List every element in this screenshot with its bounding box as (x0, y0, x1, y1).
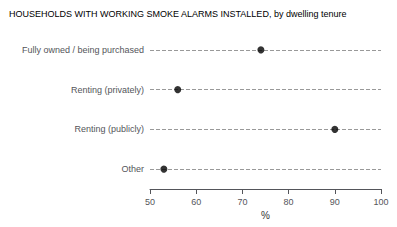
svg-text:Renting (publicly): Renting (publicly) (74, 124, 144, 134)
svg-text:50: 50 (145, 197, 155, 207)
svg-text:80: 80 (284, 197, 294, 207)
svg-text:%: % (261, 210, 270, 221)
svg-text:Renting (privately): Renting (privately) (71, 85, 144, 95)
svg-text:60: 60 (191, 197, 201, 207)
svg-text:70: 70 (237, 197, 247, 207)
svg-text:90: 90 (330, 197, 340, 207)
svg-text:100: 100 (373, 197, 388, 207)
svg-text:Fully owned / being purchased: Fully owned / being purchased (22, 45, 144, 55)
svg-text:HOUSEHOLDS WITH WORKING SMOKE: HOUSEHOLDS WITH WORKING SMOKE ALARMS INS… (9, 9, 346, 19)
svg-text:Other: Other (121, 164, 144, 174)
